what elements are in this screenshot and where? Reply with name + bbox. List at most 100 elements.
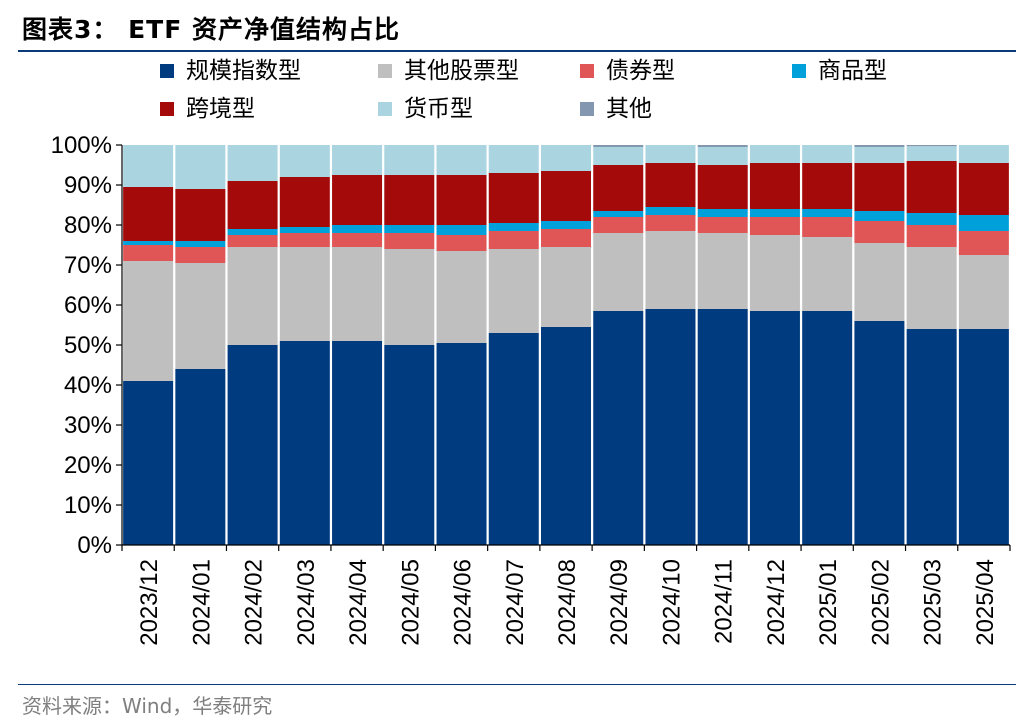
bar-segment: [958, 329, 1009, 545]
bar-segment: [488, 173, 539, 223]
bar-segment: [697, 165, 748, 209]
bar-segment: [436, 175, 487, 225]
bar-segment: [906, 161, 957, 213]
bar-segment: [697, 145, 748, 147]
bar-segment: [279, 247, 330, 341]
bar-segment: [123, 145, 174, 187]
y-tick-label: 70%: [64, 252, 112, 279]
x-tick-label: 2025/04: [972, 559, 999, 646]
x-tick-label: 2024/06: [450, 559, 477, 646]
figure-title: 图表3： ETF 资产净值结构占比: [22, 15, 401, 44]
bar-segment: [645, 163, 696, 207]
bar-segment: [749, 235, 800, 311]
bar-segment: [958, 145, 1009, 163]
bar-segment: [958, 163, 1009, 215]
x-tick-label: 2024/05: [397, 559, 424, 646]
bar-segment: [593, 147, 644, 165]
x-tick-label: 2024/04: [345, 559, 372, 646]
bar-segment: [123, 381, 174, 545]
legend-label: 商品型: [818, 58, 887, 84]
bar-segment: [749, 311, 800, 545]
x-tick-label: 2025/03: [920, 559, 947, 646]
legend-swatch: [160, 102, 174, 116]
legend-label: 货币型: [404, 96, 473, 122]
bar-segment: [645, 309, 696, 545]
x-tick-label: 2023/12: [136, 559, 163, 646]
bar-segment: [958, 215, 1009, 231]
bar-segment: [541, 171, 591, 221]
x-tick-label: 2025/02: [867, 559, 894, 646]
legend-swatch: [792, 64, 806, 78]
bar-segment: [488, 231, 539, 249]
bar-segment: [854, 211, 905, 221]
bar-segment: [541, 145, 591, 171]
bar-segment: [384, 345, 435, 545]
bar-segment: [332, 225, 383, 233]
bar-segment: [541, 229, 591, 247]
bar-segment: [279, 233, 330, 247]
bar-segment: [541, 247, 591, 327]
bar-segment: [749, 209, 800, 217]
bar-segment: [175, 369, 226, 545]
bar-segment: [436, 145, 487, 175]
bar-segment: [749, 145, 800, 163]
bar-segment: [906, 329, 957, 545]
bar-segment: [279, 177, 330, 227]
legend-label: 规模指数型: [186, 58, 301, 84]
source-divider: [18, 684, 1016, 685]
bar-segment: [697, 233, 748, 309]
bar-segment: [384, 175, 435, 225]
bar-segment: [541, 221, 591, 229]
y-tick-label: 60%: [64, 292, 112, 319]
y-tick-label: 40%: [64, 372, 112, 399]
bar-segment: [488, 333, 539, 545]
source-note: 资料来源：Wind，华泰研究: [22, 694, 273, 718]
bar-segment: [593, 217, 644, 233]
bar-segment: [802, 311, 853, 545]
bar-segment: [854, 147, 905, 163]
bar-segment: [854, 221, 905, 243]
y-tick-label: 80%: [64, 212, 112, 239]
title-divider: [18, 50, 1016, 52]
bar-segment: [332, 175, 383, 225]
bar-segment: [384, 249, 435, 345]
legend-swatch: [580, 64, 594, 78]
legend-label: 跨境型: [186, 96, 255, 122]
bar-segment: [279, 227, 330, 233]
y-tick-label: 0%: [77, 532, 112, 559]
bar-segment: [332, 341, 383, 545]
x-tick-label: 2024/07: [502, 559, 529, 646]
y-tick-label: 100%: [51, 132, 112, 159]
bar-segment: [123, 241, 174, 245]
bar-segment: [175, 263, 226, 369]
bar-segment: [906, 225, 957, 247]
x-tick-label: 2024/09: [606, 559, 633, 646]
legend-swatch: [378, 64, 392, 78]
y-tick-label: 30%: [64, 412, 112, 439]
legend-label: 其他股票型: [404, 58, 519, 84]
bar-segment: [645, 231, 696, 309]
bar-segment: [227, 235, 278, 247]
x-tick-label: 2024/03: [293, 559, 320, 646]
x-tick-label: 2024/12: [763, 559, 790, 646]
bar-segment: [436, 251, 487, 343]
y-tick-label: 10%: [64, 492, 112, 519]
bar-segment: [488, 249, 539, 333]
bar-segment: [384, 145, 435, 175]
x-tick-label: 2024/10: [658, 559, 685, 646]
bar-segment: [802, 209, 853, 217]
bar-segment: [906, 146, 957, 161]
bar-segment: [227, 181, 278, 229]
legend-swatch: [378, 102, 392, 116]
bar-segment: [175, 241, 226, 247]
x-tick-label: 2025/01: [815, 559, 842, 646]
x-tick-label: 2024/02: [241, 559, 268, 646]
legend-label: 其他: [606, 96, 652, 122]
bar-segment: [906, 145, 957, 147]
bar-segment: [906, 247, 957, 329]
legend-swatch: [160, 64, 174, 78]
bar-segment: [488, 223, 539, 231]
bar-segment: [645, 215, 696, 231]
bar-segment: [384, 233, 435, 249]
